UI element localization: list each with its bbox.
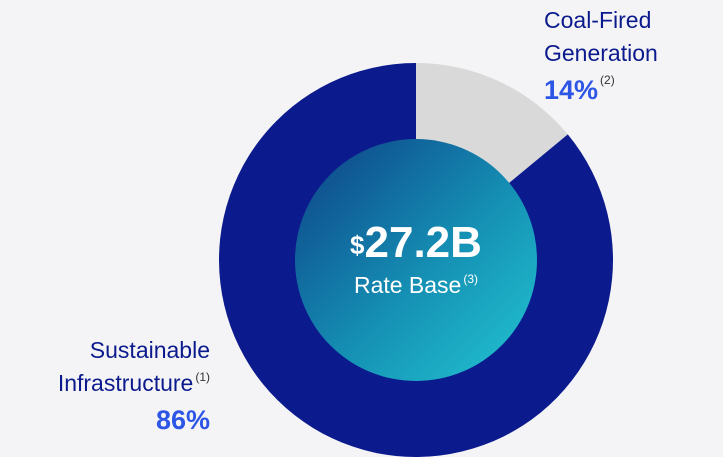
footnote: (1) (195, 370, 210, 384)
label-coal: Coal-Fired Generation 14% (2) (544, 4, 704, 110)
slice (219, 63, 613, 457)
slice (416, 63, 568, 185)
amount: 27.2B (364, 218, 482, 267)
center-value: $27.2B (296, 218, 536, 268)
donut (219, 63, 613, 457)
center-label-text: Rate Base (353, 272, 462, 298)
category-label: Coal-Fired Generation (544, 7, 658, 66)
footnote: (2) (600, 73, 615, 87)
value-label: 14% (544, 75, 599, 105)
center-text: $27.2B Rate Base (3) (296, 218, 536, 302)
value-label: 86% (155, 405, 210, 435)
currency: $ (350, 230, 365, 260)
category-label: Sustainable Infrastructure (57, 337, 210, 396)
center-disc (295, 139, 537, 381)
center-label: Rate Base (3) (296, 268, 536, 302)
label-sustainable: Sustainable Infrastructure (1) 86% (50, 334, 210, 440)
footnote: (3) (463, 272, 479, 286)
